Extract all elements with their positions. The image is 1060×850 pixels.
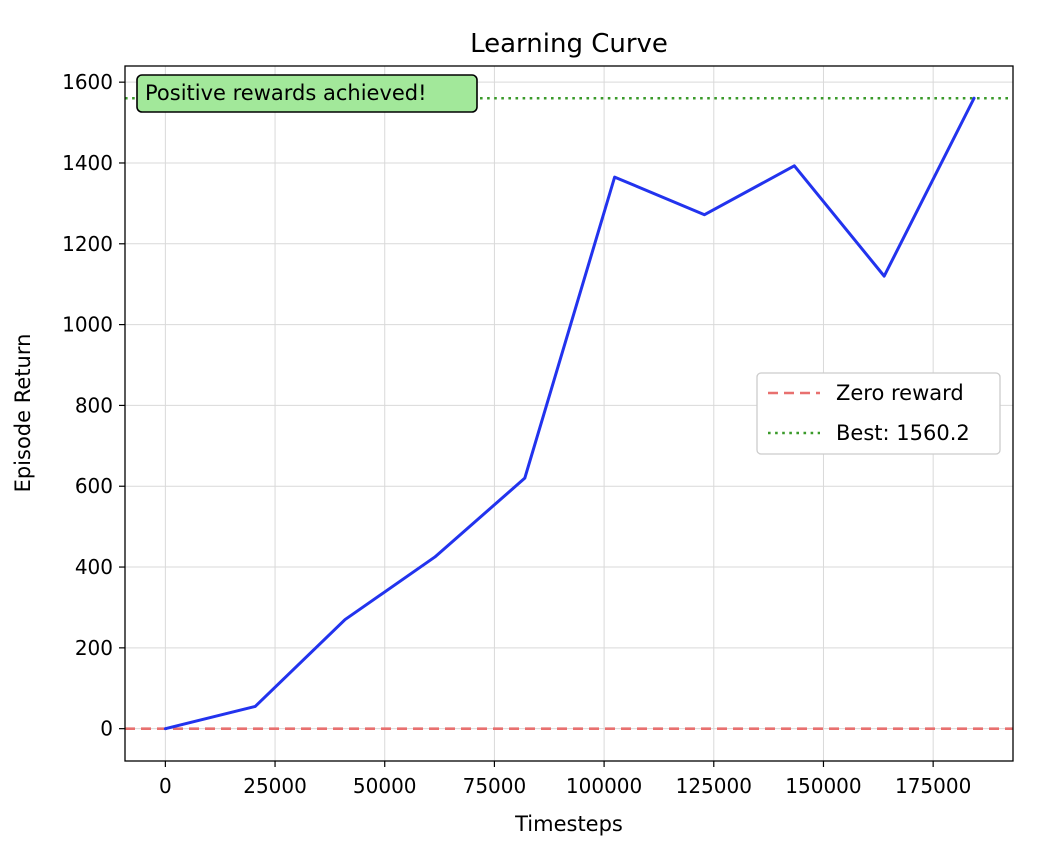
legend-label-best: Best: 1560.2 [836, 421, 970, 445]
y-tick-label: 1000 [62, 313, 113, 337]
data-point [433, 555, 437, 559]
x-tick-label: 0 [159, 774, 172, 798]
legend-label-zero-reward: Zero reward [836, 381, 964, 405]
data-point [343, 618, 347, 621]
ticks: 0 25000 50000 75000 100000 125000 150000 175000… [62, 70, 971, 798]
data-point [793, 164, 796, 168]
y-tick-label: 600 [75, 474, 113, 498]
episode-return-line [163, 96, 976, 731]
y-tick-label: 800 [75, 393, 113, 417]
y-axis-label: Episode Return [11, 334, 35, 493]
x-tick-label: 175000 [895, 774, 971, 798]
data-point [613, 175, 616, 179]
series-layer [163, 96, 976, 731]
y-tick-label: 400 [75, 555, 113, 579]
annotation-text: Positive rewards achieved! [145, 81, 427, 105]
data-point [254, 705, 257, 708]
y-tick-label: 0 [100, 717, 113, 741]
data-point [523, 476, 526, 480]
data-point [972, 97, 976, 100]
chart-title: Learning Curve [470, 29, 668, 59]
annotation-background [136, 74, 478, 113]
x-tick-label: 75000 [463, 774, 527, 798]
y-tick-label: 200 [75, 636, 113, 660]
x-axis-label: Timesteps [514, 812, 623, 836]
y-tick-label: 1200 [62, 232, 113, 256]
x-tick-label: 50000 [353, 774, 417, 798]
x-tick-label: 150000 [785, 774, 861, 798]
data-point [164, 727, 167, 730]
reference-lines [125, 96, 1013, 730]
plot-frame [124, 65, 1014, 762]
y-tick-label: 1400 [62, 151, 113, 175]
x-tick-label: 125000 [676, 774, 752, 798]
legend: Zero reward Best: 1560.2 [756, 372, 1001, 455]
data-point [882, 274, 886, 278]
annotation-box: Positive rewards achieved! [136, 74, 478, 113]
y-tick-label: 1600 [62, 70, 113, 94]
data-point [703, 213, 706, 216]
x-tick-label: 25000 [243, 774, 307, 798]
x-tick-label: 100000 [566, 774, 642, 798]
